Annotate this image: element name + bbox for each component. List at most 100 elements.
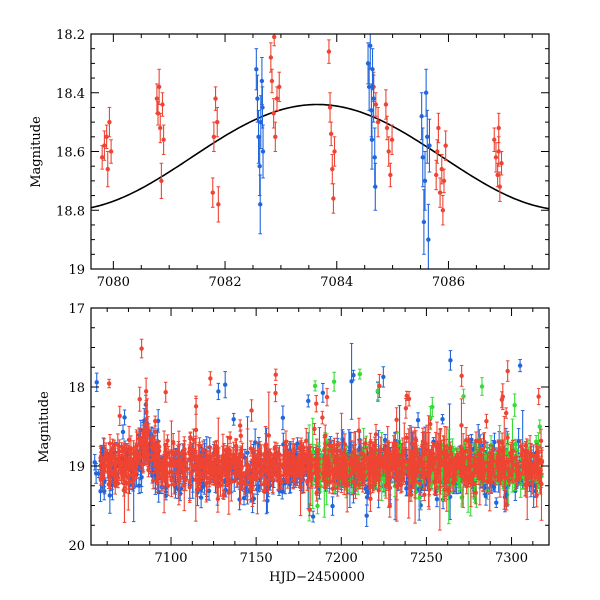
data-point [357, 371, 363, 377]
data-point [437, 190, 443, 195]
data-point [98, 489, 103, 494]
data-point [154, 96, 160, 101]
data-point [136, 483, 142, 488]
bottom-series-3 [98, 338, 545, 531]
data-point [422, 178, 428, 184]
data-point [330, 503, 335, 509]
data-point [92, 460, 97, 465]
x-tick-label: 7086 [432, 275, 465, 290]
data-point [496, 149, 501, 154]
data-point [271, 111, 276, 116]
y-tick-label: 18.2 [56, 28, 85, 43]
data-point [326, 49, 332, 54]
x-tick-label: 7082 [209, 275, 242, 290]
data-point [537, 424, 542, 429]
data-point [491, 484, 497, 490]
data-point [419, 114, 424, 119]
data-point [492, 137, 497, 142]
data-point [107, 119, 112, 125]
data-point [102, 143, 107, 148]
top-plot-area [91, 34, 549, 269]
data-point [430, 404, 435, 410]
data-point [231, 417, 236, 422]
data-point [280, 415, 286, 421]
data-point [107, 493, 113, 498]
data-point [257, 163, 262, 169]
data-point [389, 137, 395, 142]
data-point [373, 184, 378, 189]
data-point [403, 406, 409, 411]
data-point [215, 119, 220, 125]
data-point [160, 102, 165, 107]
data-point [370, 67, 375, 72]
data-point [330, 166, 335, 172]
data-point [494, 500, 499, 505]
data-point [533, 439, 539, 444]
data-point [383, 102, 389, 107]
data-point [241, 495, 247, 501]
data-point [381, 374, 386, 380]
data-point [315, 503, 320, 509]
data-point [368, 43, 373, 48]
data-point [108, 149, 114, 154]
data-point [260, 105, 265, 110]
data-point [499, 161, 504, 166]
data-point [436, 125, 441, 131]
data-point [495, 172, 500, 178]
data-point [213, 96, 218, 101]
data-point [413, 489, 418, 495]
x-tick-label: 7080 [97, 275, 130, 290]
data-point [105, 166, 110, 172]
data-point [435, 149, 440, 154]
data-point [493, 155, 499, 160]
data-point [274, 96, 280, 101]
data-point [513, 488, 518, 494]
data-point [372, 155, 377, 160]
data-point [440, 208, 446, 213]
data-point [211, 134, 217, 140]
data-point [216, 389, 221, 394]
y-tick-label: 18.6 [56, 146, 85, 161]
data-point [421, 219, 427, 225]
data-point [388, 172, 393, 178]
data-point [479, 384, 485, 389]
data-point [386, 149, 391, 154]
data-point [210, 190, 215, 195]
data-point [440, 417, 445, 422]
data-point [373, 102, 379, 107]
data-point [332, 149, 337, 154]
data-point [513, 441, 518, 447]
data-point [415, 418, 421, 423]
data-point [122, 415, 127, 420]
data-point [159, 178, 164, 184]
data-point [375, 119, 381, 125]
data-point [306, 398, 311, 404]
data-point [423, 90, 429, 95]
top-panel-marks [91, 34, 549, 269]
data-point [349, 379, 354, 384]
data-point [216, 202, 221, 207]
data-point [351, 372, 356, 378]
data-point [206, 488, 212, 494]
data-point [441, 178, 447, 184]
data-point [258, 119, 263, 125]
data-point [258, 202, 263, 207]
data-point [433, 172, 439, 178]
data-point [497, 184, 503, 189]
y-tick-label: 18.4 [56, 87, 85, 102]
data-point [371, 96, 376, 101]
bottom-panel-marks [92, 338, 545, 531]
data-point [327, 105, 333, 110]
top-series-1 [99, 34, 504, 226]
data-point [252, 440, 258, 445]
data-point [99, 155, 105, 160]
top-series-2 [254, 34, 432, 269]
model-curve [91, 103, 549, 210]
data-point [331, 196, 336, 201]
data-point [269, 78, 275, 84]
data-point [260, 149, 266, 154]
data-point [222, 382, 228, 387]
y-tick-label: 19 [68, 263, 85, 278]
